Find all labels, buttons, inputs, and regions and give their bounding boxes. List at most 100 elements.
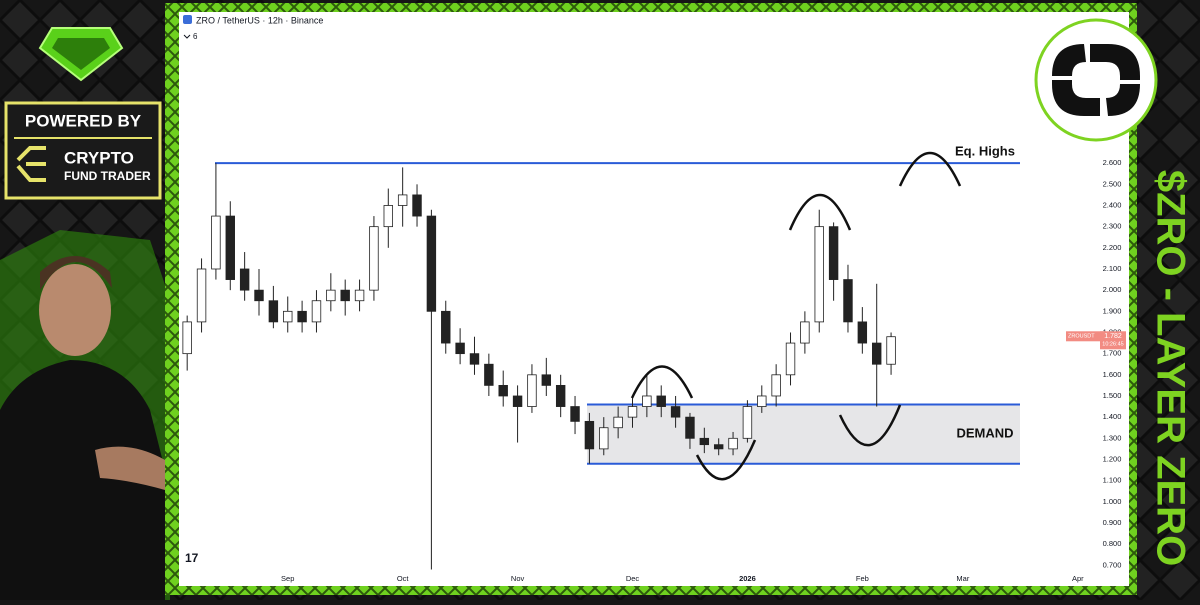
candle-body [283,310,293,323]
candle-body [555,384,566,407]
y-tick-label: 1.900 [1103,306,1122,315]
candle-body [627,406,638,418]
y-tick-label: 2.600 [1103,158,1122,167]
token-glyph [1052,44,1140,116]
candle-body [512,395,523,407]
candle-body [670,406,681,418]
sponsor-box [4,101,162,200]
x-tick-label: Dec [626,574,640,583]
tv-logo: 17 [185,551,199,565]
sponsor-icon [16,146,46,182]
price-countdown: 10:26:45 [1102,342,1123,348]
candle-body [541,374,552,386]
candle-body [268,300,279,323]
candle-body [613,416,623,429]
price-value: 1.782 [1104,333,1122,340]
candle-body [757,395,767,407]
y-tick-label: 2.300 [1103,222,1122,231]
y-tick-label: 2.000 [1103,285,1122,294]
chevron [183,34,191,39]
candle-body [527,374,537,407]
candle-body [182,321,192,355]
x-tick-label: Mar [956,574,969,583]
candle-body [397,194,408,206]
y-tick-label: 0.700 [1103,560,1122,569]
candle-body [814,226,824,323]
candle-body [455,342,465,355]
candle-body [412,194,422,217]
x-tick-label: 2026 [739,574,756,583]
y-tick-label: 1.500 [1103,391,1122,400]
price-tag [1066,331,1106,342]
candle-body [785,342,796,376]
x-tick-label: Sep [281,574,294,583]
candle-body [771,374,781,397]
presenter [0,256,165,600]
y-tick-label: 2.200 [1103,243,1122,252]
candle-body [225,215,235,280]
candle-body [886,336,896,365]
y-tick-label: 1.700 [1103,349,1122,358]
y-tick-label: 0.900 [1103,518,1122,527]
candle-body [311,300,322,323]
candle-body [196,268,207,323]
price-symbol: ZROUSDT [1068,334,1095,340]
x-tick-label: Oct [397,574,410,583]
x-tick-label: Apr [1072,574,1084,583]
candle-body [369,226,379,291]
candle-body [843,279,853,323]
candle-body [728,437,738,450]
y-tick-label: 1.100 [1103,476,1122,485]
candle-body [383,205,394,228]
symbol-icon [183,15,192,24]
candle-body [699,437,710,446]
y-tick-label: 0.800 [1103,539,1122,548]
company-sub: FUND TRADER [64,169,151,183]
plot: 0.700 0.800 0.900 1.000 1.100 1.200 1.300 1.400… [182,144,1126,583]
y-tick-label: 1.300 [1103,433,1122,442]
candle-body [441,310,451,344]
candle-body [484,363,494,386]
candle-body [326,289,336,302]
x-tick-label: Nov [511,574,525,583]
candle-body [354,289,365,302]
brand-logo [38,27,124,82]
y-tick-label: 1.200 [1103,454,1122,463]
y-tick-label: 1.400 [1103,412,1122,421]
candle-body [871,342,882,365]
candle-body [570,406,580,422]
powered-by: POWERED BY [25,111,142,130]
y-tick-label: 2.100 [1103,264,1122,273]
company-name: CRYPTO [64,148,134,167]
zone-label: DEMAND [956,426,1013,441]
headline: $ZRO - LAYER ZERO [1148,170,1192,566]
chart-panel [179,12,1129,586]
candle-body [239,268,250,291]
candle-body [426,215,437,312]
candle-body [254,289,264,302]
candle-body [828,226,839,280]
candle-body [211,215,221,270]
y-tick-label: 2.500 [1103,179,1122,188]
indicator-toggle: 6 [193,32,198,41]
candle-body [742,406,753,439]
level-label: Eq. Highs [955,144,1015,159]
y-tick-label: 1.600 [1103,370,1122,379]
candle-body [498,384,508,397]
demand-zone [587,404,1020,464]
y-tick-label: 1.000 [1103,497,1122,506]
chart-title: ZRO / TetherUS · 12h · Binance [196,15,323,25]
candle-body [642,395,652,407]
y-tick-label: 2.400 [1103,200,1122,209]
x-tick-label: Feb [856,574,869,583]
candle-body [685,416,695,439]
candle-body [713,444,724,450]
candle-body [340,289,350,302]
candle-body [656,395,666,407]
candle-body [857,321,868,344]
candle-body [800,321,810,344]
candle-body [599,427,609,450]
candle-body [297,310,307,323]
annotation-arcs [630,152,962,481]
